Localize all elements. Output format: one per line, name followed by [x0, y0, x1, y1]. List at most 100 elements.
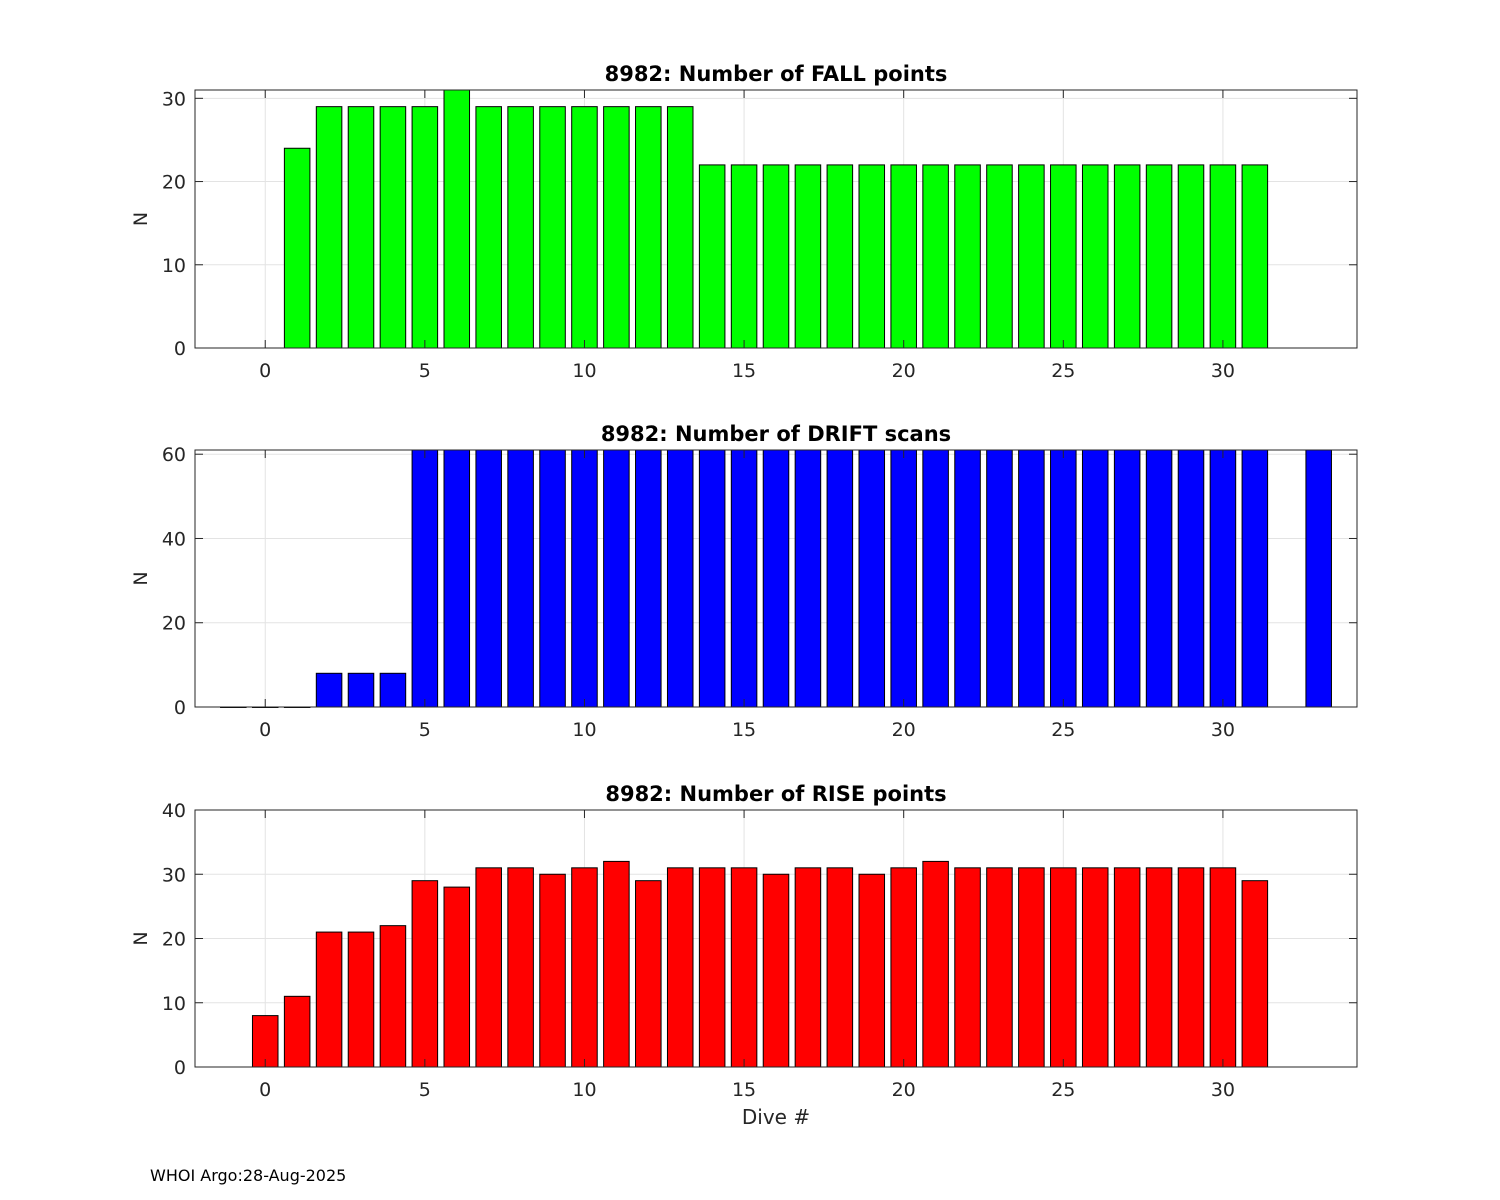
y-tick-label: 0	[174, 697, 186, 719]
bar	[1241, 449, 1269, 708]
bar	[507, 449, 534, 708]
y-tick-label: 20	[162, 929, 186, 951]
bar	[858, 449, 886, 708]
bar	[922, 449, 949, 708]
bar	[698, 867, 726, 1068]
bar	[411, 880, 439, 1068]
bar	[635, 106, 662, 349]
x-tick-label: 5	[419, 1079, 431, 1101]
x-tick-label: 0	[259, 360, 271, 382]
bar	[571, 106, 598, 349]
bar	[986, 449, 1013, 708]
bar	[443, 89, 471, 349]
bar	[1177, 867, 1205, 1068]
bar	[443, 886, 471, 1068]
bar	[954, 867, 981, 1068]
y-tick-label: 30	[162, 864, 186, 886]
x-tick-label: 5	[419, 719, 431, 741]
bar	[539, 873, 566, 1068]
y-axis-label: N	[130, 212, 152, 226]
bar	[1081, 164, 1109, 349]
y-axis-label: N	[130, 571, 152, 585]
y-tick-label: 60	[162, 444, 186, 466]
bar	[762, 164, 790, 349]
bar	[858, 873, 886, 1068]
bar	[1209, 449, 1237, 708]
bar	[1241, 880, 1269, 1068]
bar	[1209, 164, 1237, 349]
bar	[1209, 867, 1237, 1068]
bar	[1018, 449, 1045, 708]
bar	[922, 860, 949, 1068]
bar	[986, 867, 1013, 1068]
bar	[794, 164, 822, 349]
bar	[347, 672, 375, 708]
bar	[1145, 164, 1173, 349]
bar	[698, 164, 726, 349]
bar	[762, 873, 790, 1068]
bar	[1113, 164, 1141, 349]
bar	[571, 449, 598, 708]
bar	[379, 672, 407, 708]
bar	[1177, 449, 1205, 708]
bar	[347, 931, 375, 1068]
bar	[730, 867, 758, 1068]
bar	[283, 147, 311, 349]
y-axis-label: N	[130, 931, 152, 945]
x-tick-label: 30	[1211, 360, 1235, 382]
bar	[1145, 867, 1173, 1068]
y-tick-label: 20	[162, 613, 186, 635]
bar	[475, 106, 502, 349]
bar	[762, 449, 790, 708]
x-tick-label: 15	[732, 719, 756, 741]
bar	[1050, 164, 1077, 349]
axes-box	[194, 89, 1358, 349]
bar	[443, 449, 471, 708]
y-tick-label: 10	[162, 993, 186, 1015]
x-tick-label: 20	[892, 360, 916, 382]
bar	[666, 867, 694, 1068]
x-tick-label: 25	[1051, 360, 1075, 382]
bar	[251, 1015, 279, 1068]
bar	[826, 449, 854, 708]
bar	[1177, 164, 1205, 349]
bar	[794, 867, 822, 1068]
bar	[635, 880, 662, 1068]
bar	[603, 860, 630, 1068]
chart-title: 8982: Number of RISE points	[605, 782, 946, 806]
x-tick-label: 5	[419, 360, 431, 382]
bar	[890, 867, 917, 1068]
x-tick-label: 0	[259, 1079, 271, 1101]
x-tick-label: 30	[1211, 1079, 1235, 1101]
bar	[347, 106, 375, 349]
bar	[379, 925, 407, 1068]
x-tick-label: 25	[1051, 1079, 1075, 1101]
y-tick-label: 0	[174, 338, 186, 360]
bar	[507, 106, 534, 349]
bar	[1018, 867, 1045, 1068]
bar	[507, 867, 534, 1068]
bar	[1050, 867, 1077, 1068]
x-tick-label: 25	[1051, 719, 1075, 741]
bar	[954, 164, 981, 349]
bar	[1050, 449, 1077, 708]
y-tick-label: 40	[162, 800, 186, 822]
bar	[1113, 867, 1141, 1068]
chart-title: 8982: Number of FALL points	[605, 62, 948, 86]
bar	[315, 106, 343, 349]
y-tick-label: 10	[162, 255, 186, 277]
bar	[890, 449, 917, 708]
bar	[539, 106, 566, 349]
bar	[1305, 449, 1332, 708]
bar	[571, 867, 598, 1068]
bar	[475, 449, 502, 708]
x-axis-label: Dive #	[742, 1105, 810, 1129]
y-tick-label: 20	[162, 172, 186, 194]
x-tick-label: 30	[1211, 719, 1235, 741]
bar	[666, 449, 694, 708]
x-tick-label: 15	[732, 360, 756, 382]
x-tick-label: 15	[732, 1079, 756, 1101]
bar	[315, 931, 343, 1068]
bar	[411, 106, 439, 349]
